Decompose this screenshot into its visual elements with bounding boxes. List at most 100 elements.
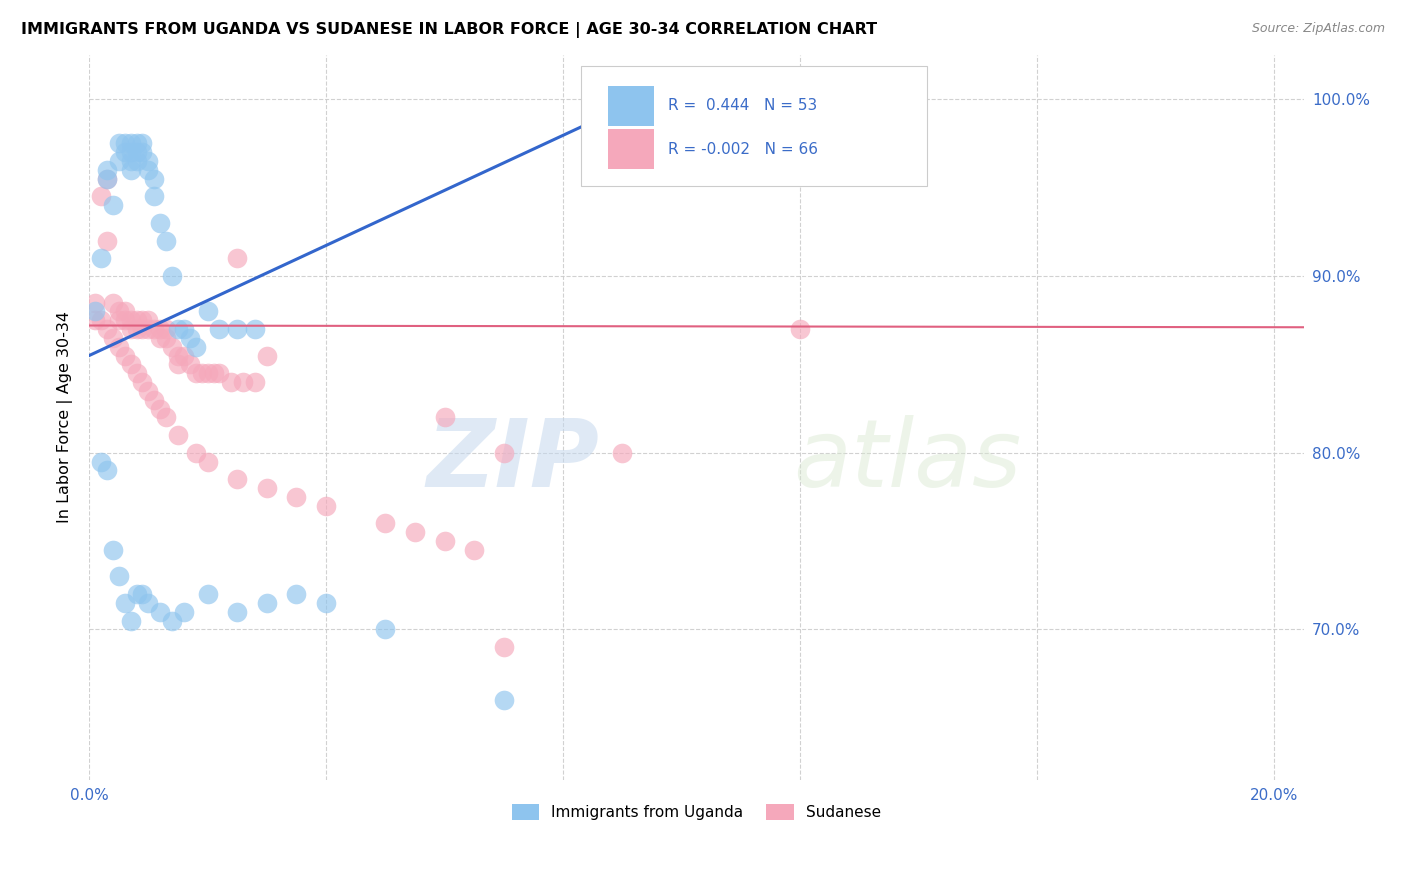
Point xyxy=(463,542,485,557)
Point xyxy=(107,304,129,318)
Text: R = -0.002   N = 66: R = -0.002 N = 66 xyxy=(668,142,818,157)
Point xyxy=(107,569,129,583)
Point xyxy=(789,322,811,336)
Point xyxy=(114,313,136,327)
Point xyxy=(149,605,172,619)
Point xyxy=(143,392,166,407)
Point xyxy=(208,322,231,336)
Point xyxy=(155,410,177,425)
Point xyxy=(221,375,243,389)
Text: R =  0.444   N = 53: R = 0.444 N = 53 xyxy=(668,98,818,113)
Point xyxy=(114,596,136,610)
Point xyxy=(143,322,166,336)
Text: Source: ZipAtlas.com: Source: ZipAtlas.com xyxy=(1251,22,1385,36)
Point xyxy=(160,340,183,354)
Point xyxy=(120,136,142,151)
Point xyxy=(120,357,142,371)
Point xyxy=(131,145,153,160)
Point xyxy=(114,304,136,318)
Point xyxy=(125,145,148,160)
Point xyxy=(226,252,249,266)
Point xyxy=(125,322,148,336)
Point xyxy=(107,340,129,354)
Point xyxy=(184,366,207,380)
Point xyxy=(160,614,183,628)
Point xyxy=(125,154,148,169)
Point xyxy=(197,366,219,380)
Point xyxy=(184,340,207,354)
FancyBboxPatch shape xyxy=(581,66,927,186)
Point xyxy=(433,534,456,549)
Point xyxy=(131,322,153,336)
Point xyxy=(226,472,249,486)
Point xyxy=(138,313,160,327)
Point xyxy=(138,154,160,169)
Point xyxy=(101,198,124,212)
Point xyxy=(184,446,207,460)
Point xyxy=(84,295,107,310)
Point xyxy=(226,322,249,336)
Point xyxy=(101,331,124,345)
Point xyxy=(125,587,148,601)
Point xyxy=(138,163,160,178)
Point xyxy=(167,349,190,363)
Bar xyxy=(607,86,654,126)
Point xyxy=(120,154,142,169)
Point xyxy=(404,525,426,540)
Point xyxy=(84,313,107,327)
Point xyxy=(120,145,142,160)
Point xyxy=(256,596,278,610)
Point xyxy=(492,446,515,460)
Point xyxy=(96,463,118,477)
Point xyxy=(208,366,231,380)
Point xyxy=(143,189,166,203)
Point xyxy=(226,605,249,619)
Point xyxy=(143,171,166,186)
Point xyxy=(101,295,124,310)
Point xyxy=(96,171,118,186)
Point xyxy=(131,313,153,327)
Point xyxy=(167,322,190,336)
Point xyxy=(155,234,177,248)
Point xyxy=(374,623,396,637)
Point xyxy=(374,516,396,531)
Point xyxy=(90,189,112,203)
Point xyxy=(90,313,112,327)
Point xyxy=(179,357,201,371)
Point xyxy=(131,136,153,151)
Point xyxy=(256,349,278,363)
Point xyxy=(155,331,177,345)
Point xyxy=(256,481,278,495)
Text: ZIP: ZIP xyxy=(426,415,599,507)
Point xyxy=(149,216,172,230)
Legend: Immigrants from Uganda, Sudanese: Immigrants from Uganda, Sudanese xyxy=(505,798,887,826)
Point xyxy=(96,163,118,178)
Point xyxy=(114,145,136,160)
Point xyxy=(96,171,118,186)
Point xyxy=(612,446,634,460)
Point xyxy=(173,349,195,363)
Point xyxy=(149,322,172,336)
Point xyxy=(149,401,172,416)
Point xyxy=(131,375,153,389)
Point xyxy=(101,542,124,557)
Point xyxy=(96,234,118,248)
Point xyxy=(120,322,142,336)
Point xyxy=(167,357,190,371)
Point xyxy=(120,163,142,178)
Point xyxy=(96,322,118,336)
Point xyxy=(149,331,172,345)
Point xyxy=(232,375,254,389)
Point xyxy=(90,252,112,266)
Y-axis label: In Labor Force | Age 30-34: In Labor Force | Age 30-34 xyxy=(58,311,73,524)
Point xyxy=(173,322,195,336)
Point xyxy=(285,587,308,601)
Text: IMMIGRANTS FROM UGANDA VS SUDANESE IN LABOR FORCE | AGE 30-34 CORRELATION CHART: IMMIGRANTS FROM UGANDA VS SUDANESE IN LA… xyxy=(21,22,877,38)
Point xyxy=(433,410,456,425)
Point xyxy=(155,322,177,336)
Point xyxy=(315,596,337,610)
Point xyxy=(492,640,515,654)
Point xyxy=(243,375,266,389)
Point xyxy=(107,313,129,327)
Point xyxy=(84,304,107,318)
